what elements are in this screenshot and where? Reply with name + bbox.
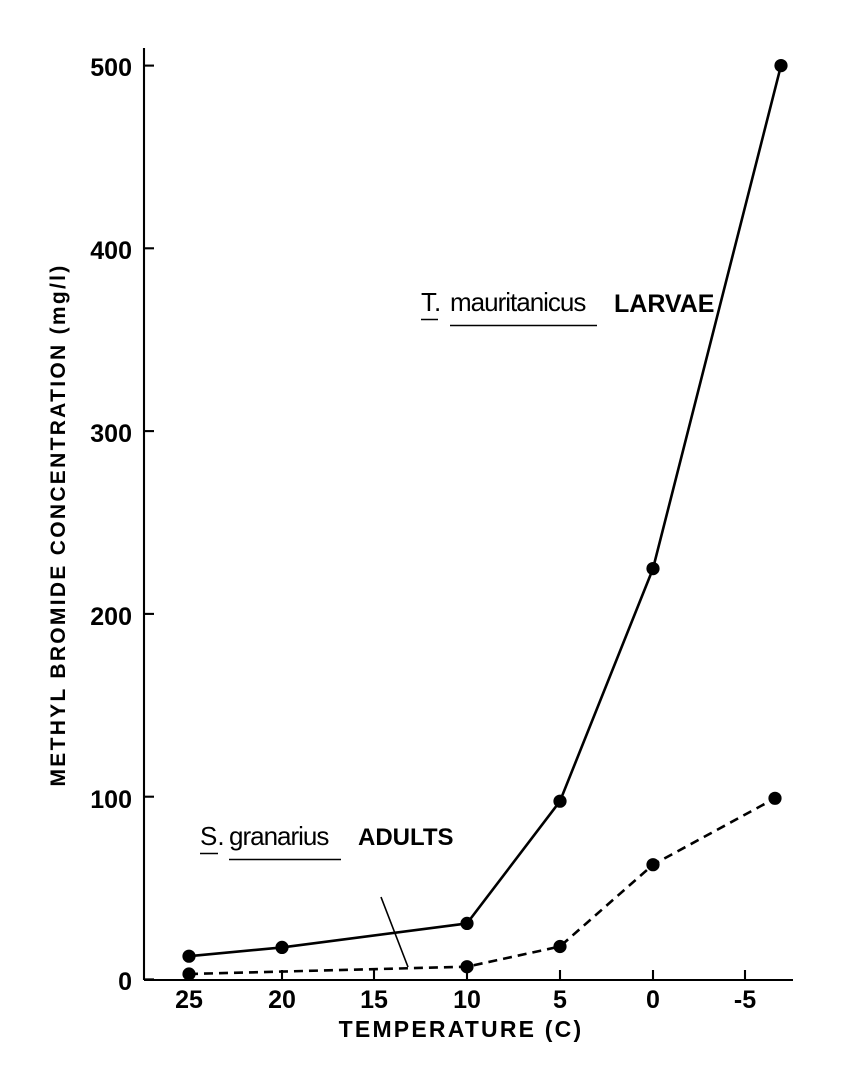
svg-text:0: 0 xyxy=(118,968,132,996)
svg-text:300: 300 xyxy=(90,420,132,448)
svg-text:25: 25 xyxy=(175,986,203,1014)
svg-text:100: 100 xyxy=(90,786,132,814)
svg-text:S.: S. xyxy=(200,821,225,851)
svg-text:20: 20 xyxy=(268,986,296,1014)
svg-text:TEMPERATURE (C): TEMPERATURE (C) xyxy=(339,1016,584,1042)
svg-text:granarius: granarius xyxy=(229,821,329,851)
svg-text:LARVAE: LARVAE xyxy=(614,290,714,318)
svg-text:200: 200 xyxy=(90,603,132,631)
svg-text:10: 10 xyxy=(453,986,481,1014)
svg-text:-5: -5 xyxy=(734,986,756,1014)
svg-text:15: 15 xyxy=(360,986,388,1014)
svg-text:METHYL BROMIDE CONCENTRATION (: METHYL BROMIDE CONCENTRATION (mg/l) xyxy=(47,263,70,786)
svg-text:0: 0 xyxy=(646,986,660,1014)
svg-text:500: 500 xyxy=(90,54,132,82)
svg-text:mauritanicus: mauritanicus xyxy=(450,287,586,317)
svg-text:ADULTS: ADULTS xyxy=(358,824,454,851)
svg-text:400: 400 xyxy=(90,237,132,265)
svg-text:5: 5 xyxy=(553,986,567,1014)
svg-text:T.: T. xyxy=(421,287,441,317)
